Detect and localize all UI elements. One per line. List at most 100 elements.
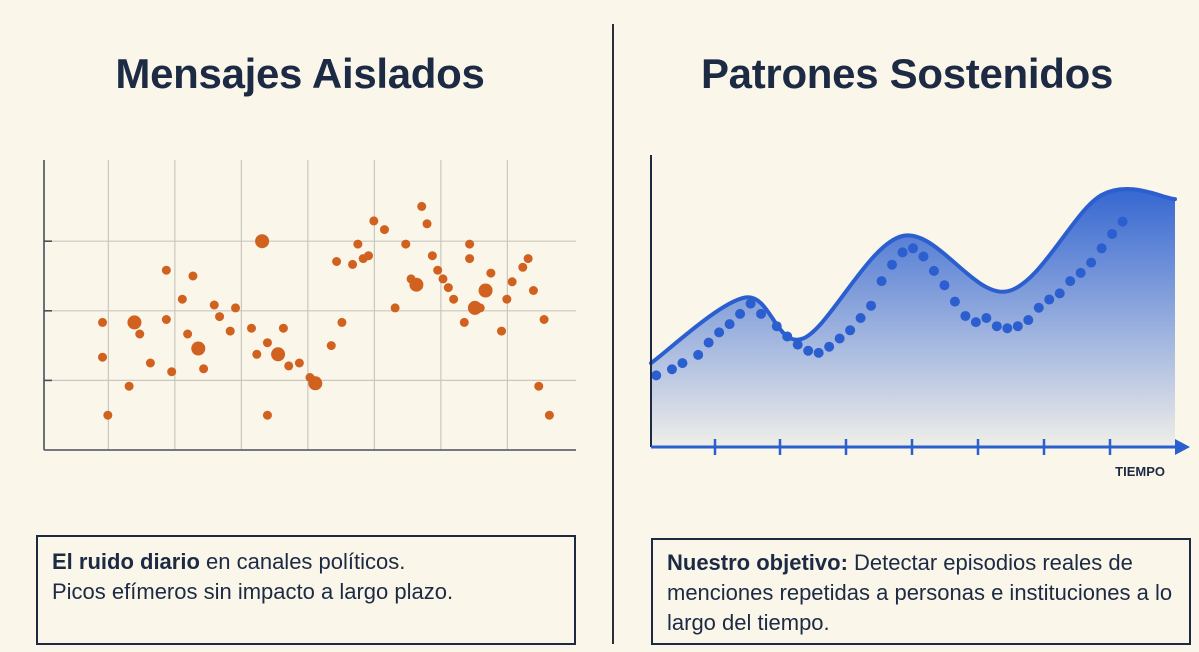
scatter-point <box>199 364 209 374</box>
scatter-point <box>369 216 379 226</box>
scatter-point <box>465 254 475 264</box>
trend-point <box>803 345 814 356</box>
scatter-point <box>534 381 544 391</box>
left-caption-bold: El ruido diario <box>52 549 200 574</box>
trend-point <box>666 364 677 375</box>
scatter-point <box>127 315 142 330</box>
right-caption: Nuestro objetivo: Detectar episodios rea… <box>651 538 1191 645</box>
scatter-point <box>478 283 493 298</box>
trend-line <box>649 186 1177 366</box>
scatter-point <box>262 410 272 420</box>
trend-point <box>918 251 929 262</box>
scatter-point <box>364 251 374 261</box>
scatter-point <box>507 277 517 287</box>
scatter-grid <box>44 160 576 450</box>
scatter-point <box>449 294 459 304</box>
trend-point <box>824 341 835 352</box>
x-axis-label: TIEMPO <box>1115 464 1165 479</box>
trend-point <box>724 319 735 330</box>
trend-point <box>949 296 960 307</box>
scatter-point <box>326 341 336 351</box>
trend-point <box>1086 257 1097 268</box>
scatter-point <box>308 376 323 391</box>
scatter-point <box>98 352 108 362</box>
trend-point <box>908 243 918 254</box>
scatter-point <box>278 323 288 333</box>
scatter-point <box>262 338 272 348</box>
trend-point <box>1033 302 1044 313</box>
trend-point <box>866 300 877 311</box>
scatter-point <box>528 286 538 295</box>
scatter-point <box>409 277 424 292</box>
right-caption-bold: Nuestro objetivo: <box>667 550 848 575</box>
trend-point <box>970 317 981 328</box>
scatter-point <box>103 410 113 420</box>
scatter-point <box>353 239 363 249</box>
trend-point <box>677 358 688 369</box>
scatter-point <box>188 271 198 281</box>
trend-point <box>960 310 971 321</box>
scatter-point <box>183 329 193 339</box>
scatter-point <box>465 239 475 249</box>
left-caption-rest: en canales políticos. <box>199 549 406 574</box>
scatter-point <box>337 317 347 327</box>
scatter-point <box>161 265 171 275</box>
scatter-point <box>475 303 485 313</box>
trend-point <box>771 321 782 332</box>
scatter-point <box>502 294 512 304</box>
trend-point <box>897 247 908 258</box>
trend-point <box>1012 321 1023 332</box>
trend-point <box>745 298 756 309</box>
scatter-point <box>401 239 411 249</box>
trend-point <box>855 313 866 323</box>
panel-divider <box>612 24 614 644</box>
trend-point <box>1023 315 1034 326</box>
scatter-point <box>390 303 400 313</box>
scatter-point <box>417 201 427 211</box>
scatter-point <box>252 349 262 359</box>
scatter-point <box>443 283 453 293</box>
trend-point <box>1107 228 1118 239</box>
scatter-point <box>191 341 206 356</box>
scatter-point <box>225 326 235 336</box>
trend-point <box>1002 323 1013 334</box>
scatter-point <box>433 265 443 275</box>
scatter-point <box>486 268 496 278</box>
scatter-point <box>135 329 145 339</box>
trend-point <box>845 325 856 336</box>
trend-point <box>1044 294 1055 305</box>
scatter-point <box>246 323 256 333</box>
scatter-point <box>332 257 342 266</box>
trend-point <box>939 280 950 291</box>
scatter-point <box>231 303 241 313</box>
scatter-point <box>98 317 108 327</box>
left-title: Mensajes Aislados <box>115 50 485 97</box>
trend-point <box>1075 267 1086 278</box>
right-title: Patrones Sostenidos <box>700 50 1114 97</box>
trend-point <box>651 370 662 381</box>
scatter-point <box>497 326 507 336</box>
scatter-point <box>539 315 549 324</box>
scatter-point <box>124 381 134 391</box>
right-panel: Patrones Sostenidos TIEMPO Nuestro objet… <box>615 0 1199 652</box>
trend-point <box>703 337 714 348</box>
scatter-point <box>379 225 389 235</box>
trend-point <box>981 313 992 323</box>
scatter-point <box>271 347 286 362</box>
trend-point <box>792 339 803 350</box>
scatter-point <box>438 274 448 284</box>
trend-point <box>1117 216 1128 227</box>
scatter-point <box>215 312 225 322</box>
scatter-point <box>518 262 528 272</box>
scatter-point <box>255 234 270 249</box>
scatter-point <box>294 358 304 368</box>
scatter-point <box>177 294 187 304</box>
scatter-point <box>544 410 554 420</box>
trend-point <box>1054 288 1065 299</box>
x-axis-arrow <box>1175 439 1190 455</box>
trend-point <box>834 333 845 344</box>
trend-point <box>735 308 746 319</box>
scatter-point <box>167 367 177 377</box>
trend-point <box>991 321 1002 332</box>
trend-point <box>1065 276 1076 287</box>
